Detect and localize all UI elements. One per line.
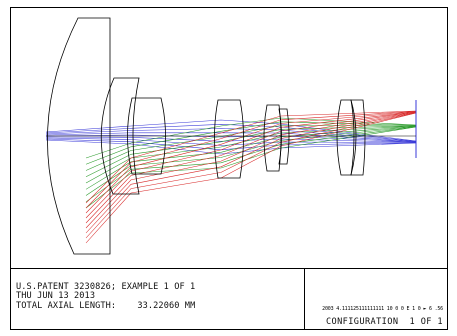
ray-field-3	[85, 111, 417, 209]
lens-layout-drawing	[45, 17, 417, 255]
ray-field-3	[85, 111, 417, 219]
ray-field-1	[45, 128, 417, 142]
configuration-label: CONFIGURATION 1 OF 1	[325, 317, 443, 327]
ray-field-3	[85, 112, 417, 229]
ray-field-3	[85, 112, 417, 244]
lens-element-5	[263, 104, 282, 172]
date-text: THU JUN 13 2013	[16, 291, 96, 302]
axial-length-value: 33.22060 MM	[137, 300, 196, 311]
axial-length-row: TOTAL AXIAL LENGTH: 33.22060 MM	[16, 300, 304, 311]
lens-element-3	[127, 97, 166, 175]
ray-field-2	[85, 126, 417, 203]
patent-title: U.S.PATENT 3230826; EXAMPLE 1 OF 1	[16, 282, 196, 292]
lens-layout-frame: U.S.PATENT 3230826; EXAMPLE 1 OF 1 THU J…	[10, 7, 448, 330]
ray-field-1	[45, 139, 417, 155]
lens-element-8	[350, 99, 366, 176]
patent-info: U.S.PATENT 3230826; EXAMPLE 1 OF 1 THU J…	[11, 269, 305, 329]
ray-field-2	[85, 126, 417, 209]
ray-field-3	[85, 112, 417, 239]
ray-field-1	[45, 124, 417, 142]
lens-element-2	[100, 77, 140, 195]
ray-field-1	[45, 137, 417, 146]
ray-field-2	[85, 125, 417, 184]
ray-field-2	[85, 126, 417, 190]
ray-field-2	[85, 121, 417, 165]
ray-field-3	[85, 110, 417, 204]
config-box: 2003 4.111125111111111 10 0 0 E 1 0 ► 6 …	[305, 269, 447, 329]
ray-field-3	[85, 111, 417, 224]
ray-field-2	[85, 125, 417, 178]
lens-element-1	[47, 17, 111, 255]
axial-length-label: TOTAL AXIAL LENGTH:	[16, 300, 117, 311]
lens-element-6	[278, 108, 290, 165]
ray-field-1	[45, 136, 417, 143]
ray-field-1	[45, 134, 417, 143]
ray-field-3	[85, 111, 417, 214]
ray-field-2	[85, 125, 416, 171]
ray-field-3	[85, 112, 417, 234]
scale-bar-text: 2003 4.111125111111111 10 0 0 E 1 0 ► 6 …	[322, 306, 443, 312]
lens-elements	[46, 17, 417, 255]
ray-field-2	[85, 117, 417, 159]
lens-element-4	[214, 99, 244, 179]
ray-fans	[45, 110, 417, 244]
info-panel: U.S.PATENT 3230826; EXAMPLE 1 OF 1 THU J…	[11, 268, 447, 329]
